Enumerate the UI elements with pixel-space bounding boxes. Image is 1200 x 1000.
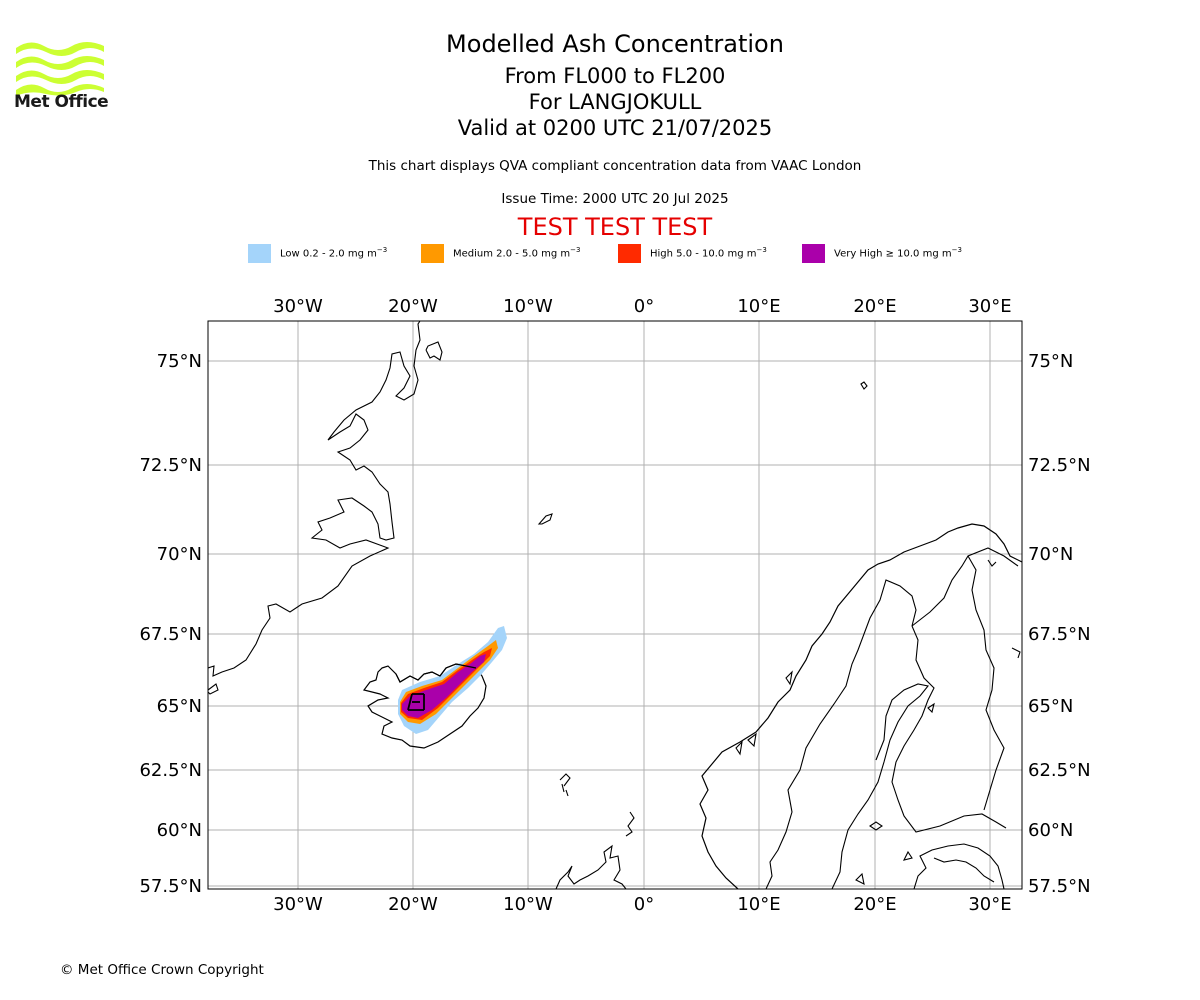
test-banner: TEST TEST TEST [517,213,713,241]
baltic-coast [913,843,1005,889]
lon-tick-label: 20°E [853,296,896,317]
legend-swatch-medium [421,244,444,263]
legend-swatch-low [248,244,271,263]
map-frame [207,320,1023,890]
lon-tick-label: 10°E [737,296,780,317]
legend-label-very-high: Very High ≥ 10.0 mg m [834,248,952,260]
lon-tick-label: 0° [634,894,654,915]
lat-tick-label: 75°N [1028,351,1073,372]
legend-label-high: High 5.0 - 10.0 mg m [650,248,757,260]
volcano-marker-icon [407,693,425,711]
jan-mayen-island [537,513,553,525]
met-office-logo [16,42,104,96]
lat-tick-label: 65°N [1028,696,1073,717]
flight-level-range: From FL000 to FL200 [504,64,726,88]
sweden-coastline [831,683,929,889]
bear-island [860,381,868,390]
lat-tick-label: 75°N [157,351,202,372]
longitude-labels-top: 30°W 20°W 10°W 0° 10°E 20°E 30°E [273,296,1011,317]
legend-swatch-very-high [802,244,825,263]
valid-time: Valid at 0200 UTC 21/07/2025 [457,116,773,140]
legend-label-medium: Medium 2.0 - 5.0 mg m [453,248,571,260]
estonia-coastline [933,857,995,883]
iceland-interior-coast [395,663,477,683]
lon-tick-label: 20°E [853,894,896,915]
compliance-note: This chart displays QVA compliant concen… [368,158,862,174]
legend-label-low: Low 0.2 - 2.0 mg m [280,248,377,260]
lat-tick-label: 62.5°N [1028,760,1091,781]
lat-tick-label: 60°N [1028,820,1073,841]
lat-tick-label: 57.5°N [139,876,202,897]
lon-tick-label: 30°E [968,296,1011,317]
lat-tick-label: 62.5°N [139,760,202,781]
legend-unit-exponent: −3 [951,246,962,254]
longitude-labels-bottom: 30°W 20°W 10°W 0° 10°E 20°E 30°E [273,894,1011,915]
sweden-norway-border [765,579,917,889]
finland-coastline [891,625,1007,833]
met-office-logo-text: Met Office [14,92,109,112]
chart-title: Modelled Ash Concentration [446,30,784,58]
map-gridlines [208,321,1022,889]
lat-tick-label: 72.5°N [139,455,202,476]
greenland-coastline [208,321,421,677]
legend-unit-exponent: −3 [376,246,388,254]
scandinavia-coastline [699,523,1022,889]
lat-tick-label: 65°N [157,696,202,717]
lon-tick-label: 10°W [503,296,553,317]
legend-unit-exponent: −3 [756,246,767,254]
legend-swatch-high [618,244,641,263]
ash-plume [398,626,507,734]
lat-tick-label: 67.5°N [1028,624,1091,645]
concentration-legend: Low 0.2 - 2.0 mg m−3 Medium 2.0 - 5.0 mg… [0,244,1200,264]
lat-tick-label: 72.5°N [1028,455,1091,476]
shetland-islands [625,811,635,837]
lon-tick-label: 30°E [968,894,1011,915]
lat-tick-label: 67.5°N [139,624,202,645]
lon-tick-label: 20°W [388,296,438,317]
lat-tick-label: 60°N [157,820,202,841]
lon-tick-label: 10°E [737,894,780,915]
greenland-coastline-northeast [425,341,443,361]
lon-tick-label: 10°W [503,894,553,915]
legend-unit-exponent: −3 [570,246,581,254]
finland-russia-border [967,555,1005,811]
ash-very-high-concentration [402,654,486,718]
lon-tick-label: 20°W [388,894,438,915]
lat-tick-label: 70°N [157,544,202,565]
latitude-labels-left: 75°N 72.5°N 70°N 67.5°N 65°N 62.5°N 60°N… [139,351,202,897]
scotland-coastline [555,844,627,889]
volcano-name: For LANGJOKULL [528,90,702,114]
lon-tick-label: 0° [634,296,654,317]
faroe-islands [559,773,571,797]
lat-tick-label: 70°N [1028,544,1073,565]
lat-tick-label: 57.5°N [1028,876,1091,897]
latitude-labels-right: 75°N 72.5°N 70°N 67.5°N 65°N 62.5°N 60°N… [1028,351,1091,897]
copyright-notice: © Met Office Crown Copyright [60,962,264,978]
lon-tick-label: 30°W [273,894,323,915]
norway-finland-border [911,547,1019,627]
issue-time: Issue Time: 2000 UTC 20 Jul 2025 [501,191,729,207]
lon-tick-label: 30°W [273,296,323,317]
